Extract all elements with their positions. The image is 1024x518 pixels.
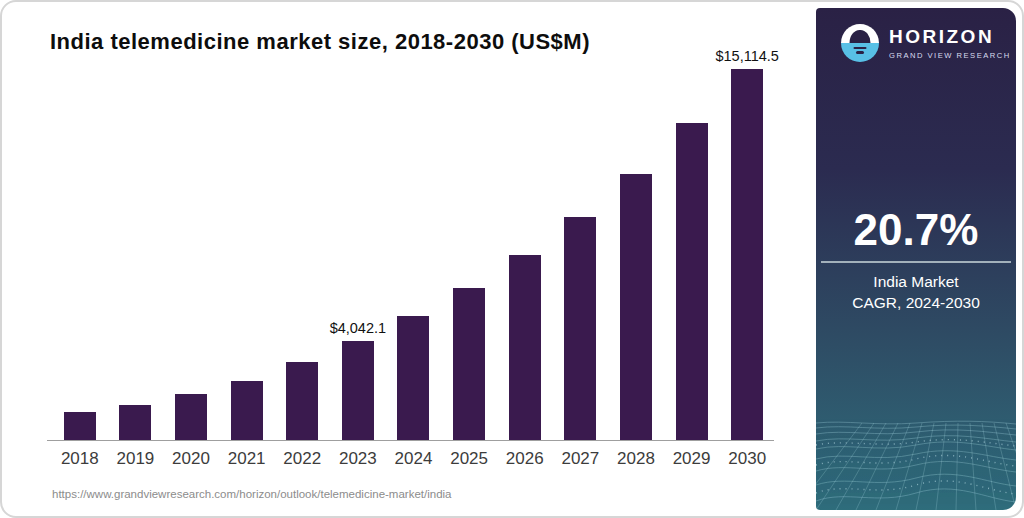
report-card: India telemedicine market size, 2018-203… bbox=[0, 0, 1024, 518]
bar-2021 bbox=[231, 381, 263, 440]
x-tick-2027: 2027 bbox=[553, 449, 609, 469]
x-tick-2022: 2022 bbox=[274, 449, 330, 469]
source-url: https://www.grandviewresearch.com/horizo… bbox=[52, 488, 452, 500]
bar-slot-2028 bbox=[608, 2, 664, 440]
bar-2029 bbox=[676, 123, 708, 440]
bar-slot-2020 bbox=[163, 2, 219, 440]
bar-slot-2021 bbox=[219, 2, 275, 440]
data-label-2023: $4,042.1 bbox=[330, 320, 386, 336]
bar-slot-2029 bbox=[664, 2, 720, 440]
data-label-2030: $15,114.5 bbox=[715, 48, 778, 64]
bar-slot-2030: $15,114.5 bbox=[719, 2, 775, 440]
bar-slot-2027 bbox=[553, 2, 609, 440]
x-tick-2028: 2028 bbox=[608, 449, 664, 469]
x-tick-2023: 2023 bbox=[330, 449, 386, 469]
x-tick-2030: 2030 bbox=[719, 449, 775, 469]
panel-divider bbox=[821, 261, 1011, 263]
cagr-value: 20.7% bbox=[816, 206, 1016, 253]
cagr-label: India Market CAGR, 2024-2030 bbox=[816, 271, 1016, 313]
bar-2025 bbox=[453, 288, 485, 440]
bar-chart-plot: $4,042.1 $15,114.5 bbox=[52, 2, 775, 440]
x-tick-2019: 2019 bbox=[108, 449, 164, 469]
bar-slot-2026 bbox=[497, 2, 553, 440]
x-axis-line bbox=[47, 440, 774, 441]
bar-2018 bbox=[64, 412, 96, 440]
bar-slot-2023: $4,042.1 bbox=[330, 2, 386, 440]
cagr-label-line1: India Market bbox=[816, 271, 1016, 292]
x-tick-2029: 2029 bbox=[664, 449, 720, 469]
bar-2022 bbox=[286, 362, 318, 440]
bar-2027 bbox=[564, 217, 596, 440]
bar-slot-2019 bbox=[108, 2, 164, 440]
bar-slot-2018 bbox=[52, 2, 108, 440]
brand-panel: HORIZON GRAND VIEW RESEARCH 20.7% India … bbox=[816, 8, 1016, 510]
brand-name: HORIZON bbox=[889, 26, 1011, 48]
x-tick-2026: 2026 bbox=[497, 449, 553, 469]
bar-2019 bbox=[119, 405, 151, 440]
x-tick-2018: 2018 bbox=[52, 449, 108, 469]
bar-slot-2024 bbox=[386, 2, 442, 440]
bar-2023 bbox=[342, 341, 374, 440]
brand-logo-row: HORIZON GRAND VIEW RESEARCH bbox=[841, 24, 1011, 62]
x-tick-2020: 2020 bbox=[163, 449, 219, 469]
wireframe-mesh-decoration bbox=[816, 415, 1016, 510]
horizon-logo-icon bbox=[841, 24, 879, 62]
bar-2028 bbox=[620, 174, 652, 440]
brand-subtitle: GRAND VIEW RESEARCH bbox=[889, 51, 1011, 60]
bar-2026 bbox=[509, 255, 541, 440]
x-tick-2024: 2024 bbox=[386, 449, 442, 469]
bar-2020 bbox=[175, 394, 207, 440]
bar-slot-2022 bbox=[274, 2, 330, 440]
x-axis-labels: 2018201920202021202220232024202520262027… bbox=[52, 449, 775, 471]
bar-2024 bbox=[397, 316, 429, 440]
bar-2030 bbox=[731, 69, 763, 440]
bar-slot-2025 bbox=[441, 2, 497, 440]
cagr-label-line2: CAGR, 2024-2030 bbox=[816, 292, 1016, 313]
x-tick-2025: 2025 bbox=[441, 449, 497, 469]
x-tick-2021: 2021 bbox=[219, 449, 275, 469]
